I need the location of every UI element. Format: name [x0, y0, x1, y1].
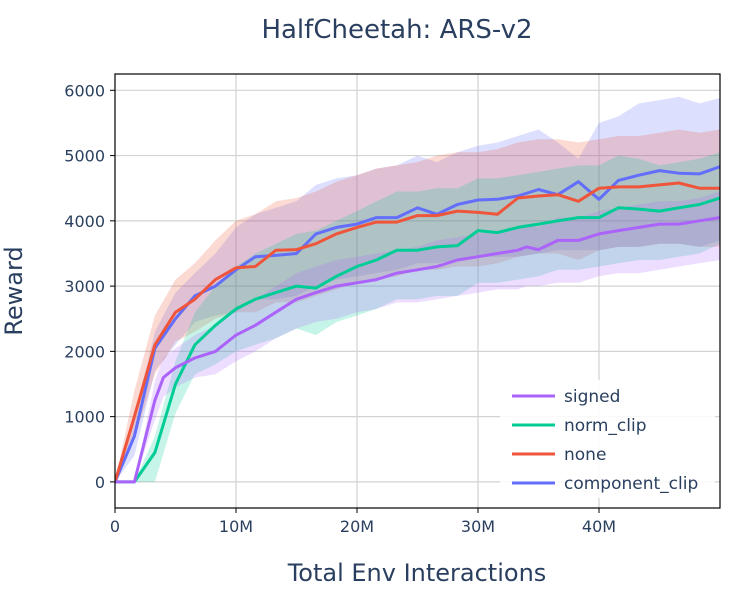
legend-label-none: none — [564, 445, 606, 465]
band-norm-clip — [115, 152, 720, 482]
x-axis-title: Total Env Interactions — [287, 559, 547, 587]
legend-label-norm-clip: norm_clip — [564, 416, 647, 436]
chart-title: HalfCheetah: ARS-v2 — [261, 15, 532, 45]
legend-label-signed: signed — [564, 387, 620, 407]
series-lines — [115, 165, 720, 484]
y-axis-ticks: 0 1000 2000 3000 4000 5000 6000 — [64, 81, 115, 492]
plot-frame — [114, 73, 721, 509]
line-norm-clip — [115, 196, 720, 484]
legend-label-component-clip: component_clip — [564, 474, 698, 494]
y-axis-title: Reward — [0, 246, 28, 335]
band-component-clip — [115, 96, 720, 482]
x-tick-label: 0 — [110, 517, 120, 536]
y-tick-label: 4000 — [64, 212, 105, 231]
x-tick-label: 20M — [340, 517, 374, 536]
x-tick-label: 30M — [461, 517, 495, 536]
x-axis-ticks: 0 10M 20M 30M 40M — [110, 508, 616, 536]
x-tick-label: 40M — [582, 517, 616, 536]
x-gridlines — [235, 74, 600, 508]
y-tick-label: 2000 — [64, 342, 105, 361]
y-tick-label: 0 — [95, 473, 105, 492]
band-signed — [115, 191, 720, 482]
y-tick-label: 5000 — [64, 147, 105, 166]
legend-background — [500, 380, 715, 498]
line-component-clip — [115, 165, 720, 483]
x-tick-label: 10M — [219, 517, 253, 536]
y-tick-label: 3000 — [64, 277, 105, 296]
line-none — [115, 181, 720, 483]
y-tick-label: 6000 — [64, 81, 105, 100]
y-tick-label: 1000 — [64, 408, 105, 427]
line-signed — [115, 216, 720, 484]
